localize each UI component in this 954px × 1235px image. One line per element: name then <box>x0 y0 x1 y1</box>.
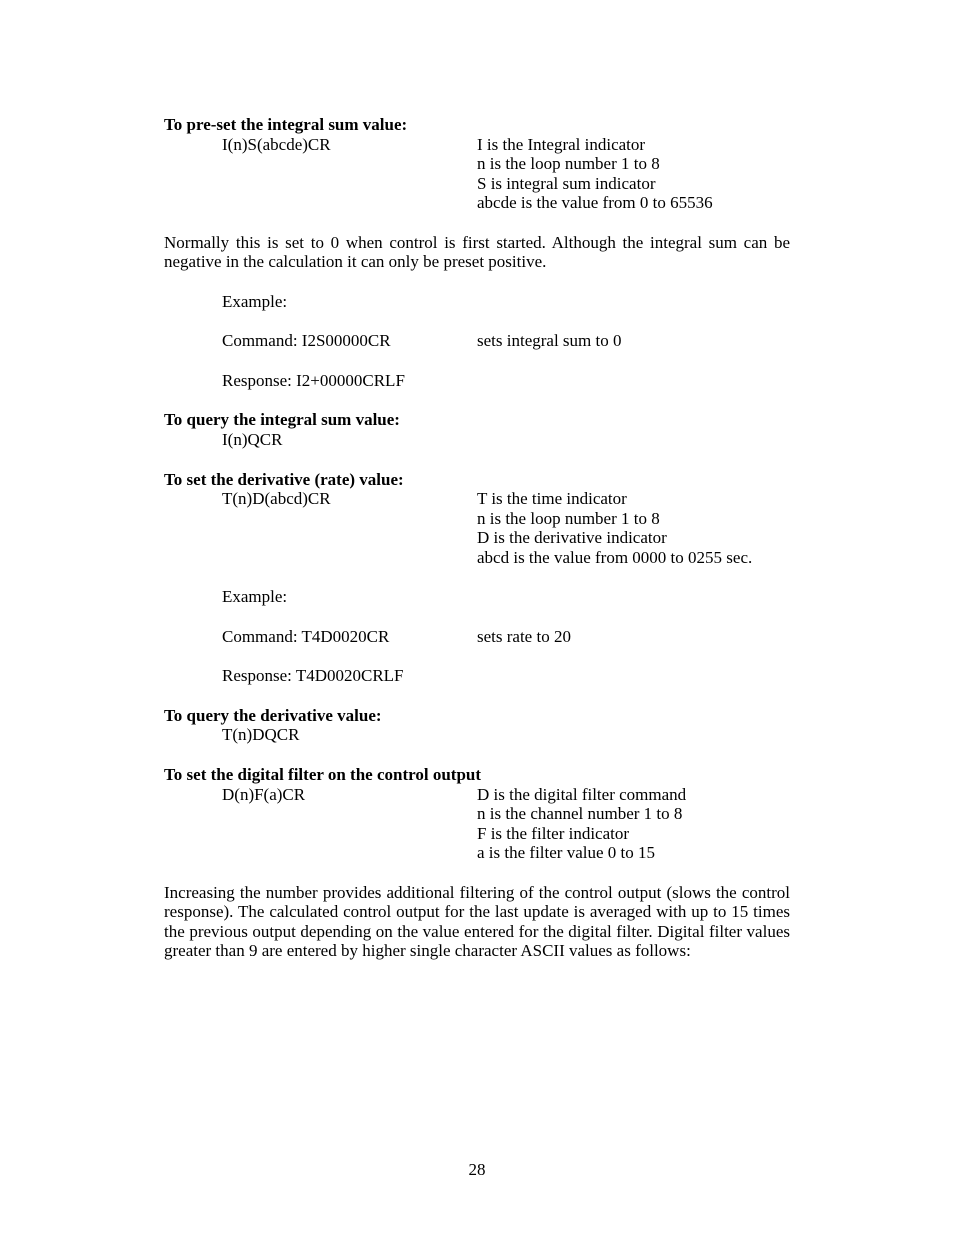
indent-spacer <box>164 135 222 213</box>
indent-spacer <box>164 489 222 567</box>
section-heading-set-derivative: To set the derivative (rate) value: <box>164 470 790 490</box>
page-number: 28 <box>0 1160 954 1180</box>
example-command-desc: sets integral sum to 0 <box>477 331 790 351</box>
indent-spacer <box>164 666 222 686</box>
example-command-desc: sets rate to 20 <box>477 627 790 647</box>
command-description: T is the time indicator n is the loop nu… <box>477 489 790 567</box>
desc-line: T is the time indicator <box>477 489 790 509</box>
section-heading-preset-integral: To pre-set the integral sum value: <box>164 115 790 135</box>
indent-spacer <box>164 292 222 312</box>
indent-spacer <box>164 331 222 351</box>
example-response-row: Response: T4D0020CRLF <box>164 666 790 686</box>
desc-line: D is the derivative indicator <box>477 528 790 548</box>
desc-line: abcd is the value from 0000 to 0255 sec. <box>477 548 790 568</box>
example-response-row: Response: I2+00000CRLF <box>164 371 790 391</box>
example-command-row: Command: I2S00000CR sets integral sum to… <box>164 331 790 351</box>
desc-line: D is the digital filter command <box>477 785 790 805</box>
command-row: T(n)DQCR <box>164 725 790 745</box>
body-paragraph: Normally this is set to 0 when control i… <box>164 233 790 272</box>
section-heading-query-derivative: To query the derivative value: <box>164 706 790 726</box>
example-row: Example: <box>164 292 790 312</box>
desc-line: n is the channel number 1 to 8 <box>477 804 790 824</box>
indent-spacer <box>164 430 222 450</box>
command-text: I(n)QCR <box>222 430 282 450</box>
section-heading-query-integral: To query the integral sum value: <box>164 410 790 430</box>
example-command: Command: I2S00000CR <box>222 331 477 351</box>
example-response: Response: T4D0020CRLF <box>222 666 404 686</box>
command-text: T(n)DQCR <box>222 725 299 745</box>
example-label: Example: <box>222 587 287 607</box>
example-label: Example: <box>222 292 287 312</box>
example-command-row: Command: T4D0020CR sets rate to 20 <box>164 627 790 647</box>
desc-line: abcde is the value from 0 to 65536 <box>477 193 790 213</box>
command-description: D is the digital filter command n is the… <box>477 785 790 863</box>
desc-line: I is the Integral indicator <box>477 135 790 155</box>
command-text: I(n)S(abcde)CR <box>222 135 477 213</box>
desc-line: n is the loop number 1 to 8 <box>477 509 790 529</box>
example-row: Example: <box>164 587 790 607</box>
indent-spacer <box>164 371 222 391</box>
indent-spacer <box>164 725 222 745</box>
command-row: I(n)S(abcde)CR I is the Integral indicat… <box>164 135 790 213</box>
command-row: I(n)QCR <box>164 430 790 450</box>
example-command: Command: T4D0020CR <box>222 627 477 647</box>
desc-line: a is the filter value 0 to 15 <box>477 843 790 863</box>
command-text: D(n)F(a)CR <box>222 785 477 863</box>
indent-spacer <box>164 785 222 863</box>
indent-spacer <box>164 587 222 607</box>
command-text: T(n)D(abcd)CR <box>222 489 477 567</box>
indent-spacer <box>164 627 222 647</box>
example-response: Response: I2+00000CRLF <box>222 371 405 391</box>
desc-line: n is the loop number 1 to 8 <box>477 154 790 174</box>
command-description: I is the Integral indicator n is the loo… <box>477 135 790 213</box>
desc-line: S is integral sum indicator <box>477 174 790 194</box>
document-page: To pre-set the integral sum value: I(n)S… <box>0 0 954 1235</box>
desc-line: F is the filter indicator <box>477 824 790 844</box>
command-row: D(n)F(a)CR D is the digital filter comma… <box>164 785 790 863</box>
body-paragraph: Increasing the number provides additiona… <box>164 883 790 961</box>
section-heading-set-digital-filter: To set the digital filter on the control… <box>164 765 790 785</box>
command-row: T(n)D(abcd)CR T is the time indicator n … <box>164 489 790 567</box>
